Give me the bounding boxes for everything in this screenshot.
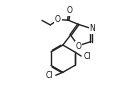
Text: O: O	[67, 6, 73, 15]
Text: Cl: Cl	[46, 71, 53, 80]
Text: Cl: Cl	[84, 52, 91, 61]
Text: N: N	[89, 24, 95, 33]
Text: O: O	[55, 15, 61, 24]
Text: O: O	[76, 42, 82, 51]
